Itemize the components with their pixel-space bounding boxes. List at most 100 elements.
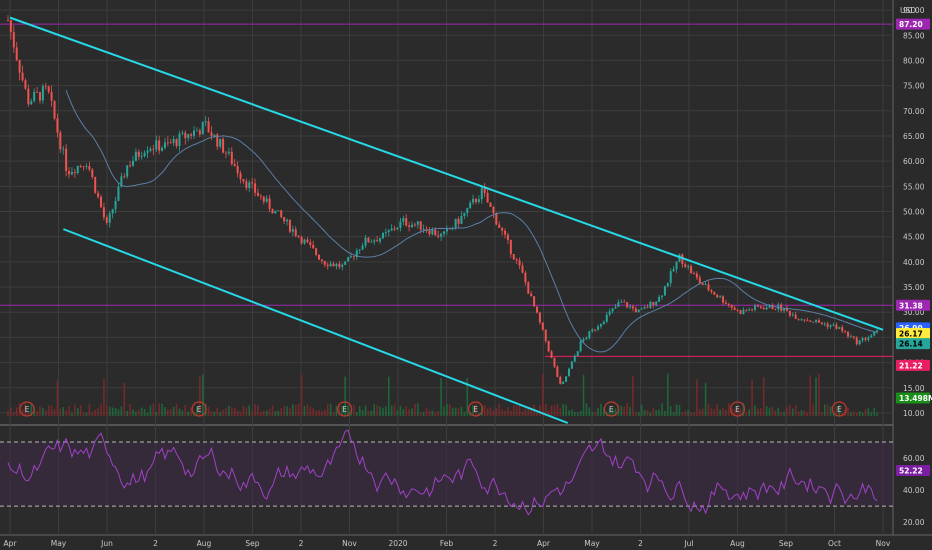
volume-bar [690, 412, 692, 416]
volume-bar [356, 412, 358, 416]
volume-bar [152, 403, 155, 416]
price-tag [896, 338, 930, 350]
price-tag [896, 299, 930, 311]
volume-bar [678, 405, 681, 416]
volume-bar [463, 411, 466, 416]
candle-body [594, 329, 597, 331]
volume-bar [576, 412, 579, 416]
time-tick-label: Nov [342, 539, 357, 548]
volume-bar [42, 408, 44, 416]
candle-body [661, 295, 663, 297]
volume-bar [818, 373, 820, 416]
candle-body [739, 310, 742, 314]
volume-bar [460, 406, 463, 416]
time-tick-label: Nov [876, 539, 891, 548]
price-tag [896, 328, 930, 340]
price-tag [896, 465, 930, 477]
volume-bar [489, 407, 492, 416]
volume-bar [271, 405, 274, 416]
candle-body [187, 134, 190, 139]
volume-bar [161, 403, 163, 416]
volume-bar [196, 406, 198, 416]
volume-bar [507, 407, 509, 416]
volume-bar [30, 403, 33, 416]
candle-body [858, 340, 861, 345]
volume-bar [789, 404, 791, 416]
volume-bar [850, 412, 852, 416]
volume-bar [353, 404, 355, 416]
volume-bar [280, 408, 283, 416]
volume-bar [190, 407, 192, 416]
candle-body [515, 259, 518, 261]
candle-body [59, 132, 62, 150]
oscillator-tick-label: 60.00 [903, 454, 925, 463]
volume-bar [242, 405, 245, 416]
volume-bar [59, 408, 62, 416]
volume-bar [579, 410, 582, 416]
currency-label: USD [900, 6, 916, 15]
candle-body [454, 218, 457, 228]
candle-body [623, 301, 626, 303]
volume-bar [623, 406, 626, 416]
candle-body [466, 208, 469, 213]
volume-bar [800, 409, 803, 416]
volume-bar [867, 408, 870, 416]
candle-body [518, 260, 521, 266]
candle-body [227, 151, 230, 154]
candle-body [486, 193, 489, 203]
candle-body [504, 230, 507, 235]
candle-body [669, 271, 672, 284]
volume-bar [414, 403, 416, 416]
price-tick-label: 30.00 [903, 308, 925, 317]
volume-bar [524, 408, 527, 416]
volume-bar [169, 409, 172, 416]
volume-bar [681, 412, 684, 416]
moving-average-line [65, 90, 878, 353]
volume-bar [201, 374, 204, 416]
volume-bar [542, 374, 544, 416]
candle-body [736, 309, 739, 311]
oscillator-line [7, 429, 878, 516]
candle-body [143, 152, 146, 157]
candle-body [111, 209, 114, 214]
candle-body [408, 225, 411, 227]
volume-bar [33, 406, 35, 416]
candle-body [65, 148, 68, 172]
volume-bar [826, 404, 829, 416]
volume-bar [603, 407, 605, 416]
candle-body [765, 307, 768, 310]
candle-body [242, 178, 245, 182]
candle-body [172, 139, 175, 143]
volume-bar [262, 410, 265, 416]
candle-body [419, 221, 422, 230]
candle-body [428, 230, 431, 235]
volume-bar [544, 403, 547, 416]
volume-bar [823, 404, 826, 416]
candle-body [570, 361, 573, 369]
candle-body [396, 227, 399, 230]
candle-body [236, 165, 239, 174]
volume-bar [149, 405, 152, 416]
time-tick-label: 2 [638, 539, 643, 548]
price-tick-label: 40.00 [903, 258, 925, 267]
candle-body [745, 309, 748, 311]
volume-bar [132, 409, 134, 416]
volume-bar [178, 408, 181, 416]
volume-bar [530, 408, 532, 416]
candle-body [477, 199, 480, 202]
volume-bar [454, 407, 457, 416]
candle-body [474, 198, 477, 202]
candle-body [288, 219, 291, 232]
candle-body [352, 256, 355, 258]
candle-body [254, 183, 257, 193]
candle-body [815, 320, 818, 323]
volume-bar [53, 409, 56, 416]
price-tick-label: 90.00 [903, 6, 925, 15]
price-tick-label: 45.00 [903, 233, 925, 242]
channel-trend-line [62, 228, 569, 424]
oscillator-lines [0, 429, 893, 516]
candle-body [710, 290, 713, 292]
price-tag-label: 52.22 [899, 467, 923, 476]
volume-bar [370, 410, 373, 416]
